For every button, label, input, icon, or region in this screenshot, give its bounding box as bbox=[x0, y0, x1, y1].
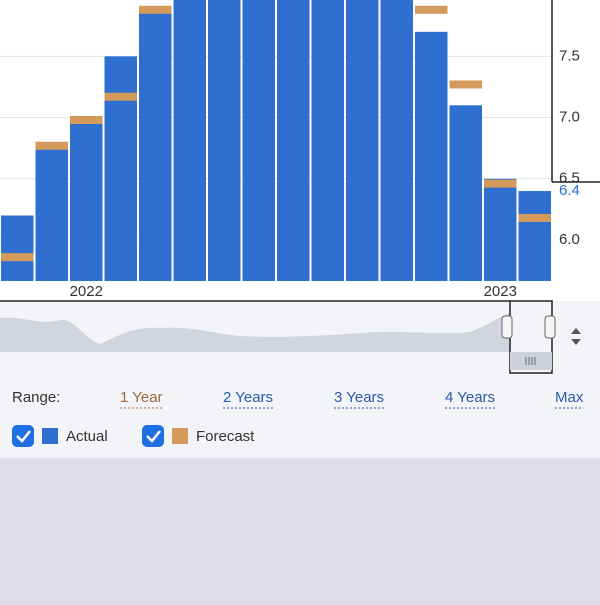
bar bbox=[1, 215, 34, 281]
bar bbox=[518, 191, 551, 281]
bar bbox=[242, 0, 275, 281]
bar bbox=[380, 0, 413, 281]
y-tick-label: 6.0 bbox=[559, 231, 580, 248]
range-option[interactable]: Max bbox=[555, 389, 584, 406]
forecast-marker bbox=[139, 5, 172, 14]
legend: Actual Forecast bbox=[12, 425, 255, 447]
bar bbox=[415, 31, 448, 281]
bar bbox=[173, 0, 206, 281]
bar bbox=[484, 178, 517, 281]
navigator-area bbox=[0, 305, 552, 352]
legend-checkbox[interactable] bbox=[142, 425, 164, 447]
bar bbox=[346, 0, 379, 281]
legend-label: Actual bbox=[66, 428, 108, 445]
range-option[interactable]: 2 Years bbox=[223, 389, 273, 406]
legend-checkbox[interactable] bbox=[12, 425, 34, 447]
bar bbox=[70, 117, 103, 281]
forecast-marker bbox=[1, 253, 34, 262]
y-tick-label: 7.0 bbox=[559, 109, 580, 126]
legend-label: Forecast bbox=[196, 428, 255, 445]
legend-swatch bbox=[172, 428, 188, 444]
bar bbox=[104, 56, 137, 281]
bar bbox=[449, 105, 482, 281]
bars bbox=[1, 0, 551, 281]
forecast-marker bbox=[70, 115, 103, 124]
nav-handle[interactable] bbox=[544, 315, 556, 339]
range-options: 1 Year 2 Years 3 Years 4 Years Max bbox=[120, 389, 584, 409]
forecast-marker bbox=[35, 141, 68, 150]
scrollbar[interactable] bbox=[510, 352, 552, 370]
bar bbox=[35, 142, 68, 281]
last-value-label: 6.4 bbox=[559, 182, 580, 199]
range-option[interactable]: 1 Year bbox=[120, 389, 163, 406]
x-tick-label: 2023 bbox=[484, 283, 517, 300]
bar bbox=[208, 0, 241, 281]
nav-handle[interactable] bbox=[501, 315, 513, 339]
range-label: Range: bbox=[12, 389, 60, 406]
range-option[interactable]: 4 Years bbox=[445, 389, 495, 406]
scroll-grip bbox=[525, 357, 536, 365]
legend-check bbox=[146, 430, 161, 443]
forecast-marker bbox=[449, 80, 482, 89]
range-option[interactable]: 3 Years bbox=[334, 389, 384, 406]
forecast-marker bbox=[415, 5, 448, 14]
forecast-marker bbox=[104, 92, 137, 101]
forecast-marker bbox=[518, 213, 551, 222]
nav-arrows[interactable] bbox=[571, 328, 581, 345]
legend-check bbox=[16, 430, 31, 443]
forecast-marker bbox=[484, 179, 517, 188]
legend-swatch bbox=[42, 428, 58, 444]
bar bbox=[311, 0, 344, 281]
x-tick-label: 2022 bbox=[70, 283, 103, 300]
y-tick-label: 7.5 bbox=[559, 47, 580, 64]
bar bbox=[277, 0, 310, 281]
bar bbox=[139, 7, 172, 281]
